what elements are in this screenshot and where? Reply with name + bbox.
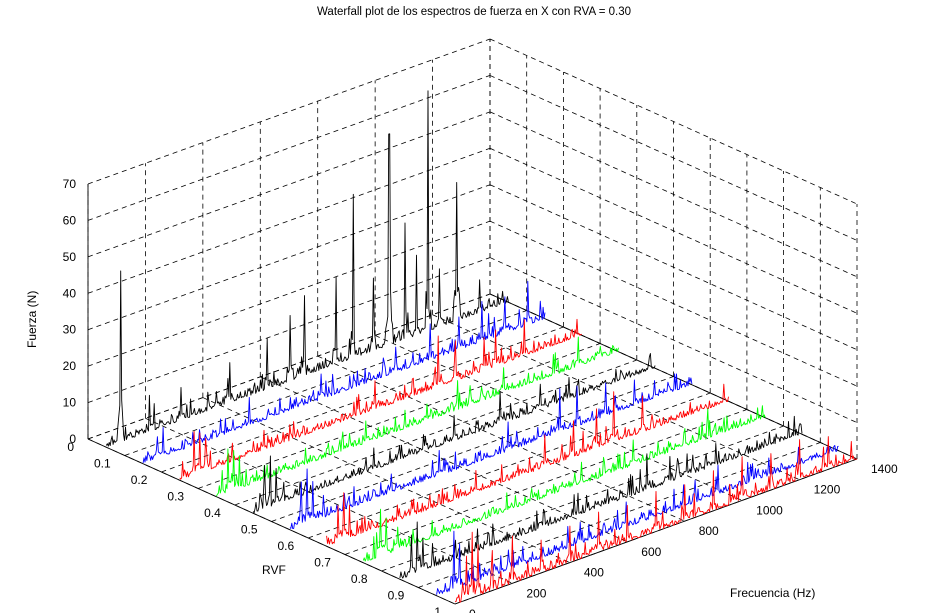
z-tick-label: 0 bbox=[69, 432, 76, 446]
x-tick-label: 1000 bbox=[756, 503, 783, 517]
series-line bbox=[399, 415, 803, 579]
x-axis-line bbox=[454, 458, 858, 605]
y-tick-label: 0.1 bbox=[94, 457, 111, 471]
y-tick-label: 1 bbox=[434, 605, 441, 613]
grid-line bbox=[344, 409, 748, 555]
z-axis-label: Fuerza (N) bbox=[25, 291, 39, 348]
z-tick-label: 20 bbox=[63, 359, 77, 373]
x-axis-label: Frecuencia (Hz) bbox=[730, 586, 815, 600]
y-tick-label: 0.2 bbox=[131, 473, 148, 487]
grid-line bbox=[87, 75, 491, 221]
z-tick-label: 60 bbox=[63, 213, 77, 227]
y-tick-label: 0.5 bbox=[241, 523, 258, 537]
z-tick-label: 50 bbox=[63, 250, 77, 264]
y-axis-line bbox=[87, 438, 456, 605]
series-line bbox=[105, 90, 509, 447]
series-line bbox=[216, 336, 619, 497]
x-tick-label: 1200 bbox=[814, 483, 841, 497]
x-tick-label: 0 bbox=[469, 607, 476, 613]
y-tick-label: 0 bbox=[67, 440, 74, 454]
series-group bbox=[105, 90, 858, 603]
grid-line bbox=[489, 111, 858, 278]
y-tick-label: 0.6 bbox=[278, 539, 295, 553]
grid-line bbox=[489, 257, 858, 423]
x-tick-label: 400 bbox=[584, 566, 604, 580]
series-line bbox=[362, 405, 766, 562]
grid-line bbox=[87, 111, 491, 258]
x-tick-label: 200 bbox=[526, 586, 546, 600]
z-tick-label: 70 bbox=[63, 177, 77, 191]
grid-line bbox=[489, 75, 858, 241]
grid-line bbox=[87, 147, 491, 294]
series-line bbox=[326, 383, 729, 545]
chart-title: Waterfall plot de los espectros de fuerz… bbox=[317, 6, 631, 18]
series-line bbox=[454, 436, 858, 603]
series-line bbox=[252, 353, 656, 514]
x-tick-label: 600 bbox=[641, 545, 661, 559]
y-tick-label: 0.9 bbox=[388, 589, 405, 603]
grid-line bbox=[489, 184, 858, 351]
y-axis-label: RVF bbox=[262, 563, 286, 577]
z-tick-label: 40 bbox=[63, 286, 77, 300]
y-tick-label: 0.4 bbox=[204, 506, 221, 520]
grid-line bbox=[161, 326, 564, 473]
grid-line bbox=[489, 147, 858, 314]
x-tick-label: 800 bbox=[699, 524, 719, 538]
z-tick-label: 10 bbox=[63, 396, 77, 410]
x-tick-label: 1400 bbox=[871, 462, 898, 476]
z-tick-label: 30 bbox=[63, 323, 77, 337]
series-line bbox=[142, 280, 546, 463]
y-tick-label: 0.3 bbox=[167, 490, 184, 504]
tick-labels: 01020304050607000.10.20.30.40.50.60.70.8… bbox=[63, 177, 898, 613]
grid-line bbox=[87, 38, 491, 185]
series-line bbox=[179, 318, 582, 480]
series-line bbox=[289, 373, 693, 529]
y-tick-label: 0.8 bbox=[351, 572, 368, 586]
y-tick-label: 0.7 bbox=[314, 556, 331, 570]
grid-line bbox=[87, 184, 491, 331]
series-line bbox=[436, 445, 839, 595]
grid-line bbox=[489, 220, 858, 387]
axes bbox=[87, 184, 858, 605]
grid-line bbox=[489, 38, 858, 205]
